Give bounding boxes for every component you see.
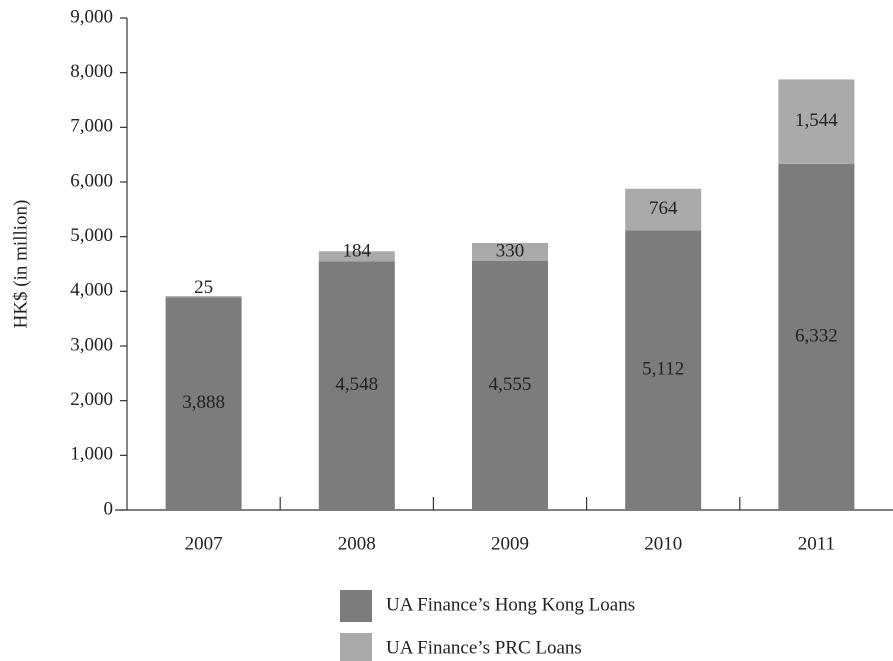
data-label: 25 xyxy=(194,277,213,298)
bar-segment xyxy=(318,261,395,510)
data-label: 764 xyxy=(649,198,678,219)
legend-swatch xyxy=(340,633,372,661)
data-label: 4,555 xyxy=(489,374,532,395)
bar-segment xyxy=(625,188,702,231)
y-tick-label: 6,000 xyxy=(70,170,113,191)
x-tick-label: 2009 xyxy=(491,533,529,554)
x-tick-label: 2010 xyxy=(644,533,682,554)
x-tick-label: 2007 xyxy=(185,533,223,554)
bar-segment xyxy=(778,163,855,511)
data-label: 330 xyxy=(496,240,525,261)
data-label: 3,888 xyxy=(182,392,225,413)
y-tick-label: 9,000 xyxy=(70,6,113,27)
x-tick-label: 2011 xyxy=(798,533,835,554)
bar-segment xyxy=(165,296,242,298)
data-label: 5,112 xyxy=(642,359,684,380)
y-tick-label: 5,000 xyxy=(70,225,113,246)
x-tick-label: 2008 xyxy=(338,533,376,554)
legend-label: UA Finance’s Hong Kong Loans xyxy=(386,594,635,615)
data-label: 1,544 xyxy=(795,110,838,131)
y-tick-label: 2,000 xyxy=(70,389,113,410)
bar-segment xyxy=(778,79,855,164)
y-tick-label: 8,000 xyxy=(70,61,113,82)
y-tick-label: 3,000 xyxy=(70,334,113,355)
y-tick-label: 0 xyxy=(104,498,114,519)
bar-segment xyxy=(472,260,548,510)
y-tick-label: 1,000 xyxy=(70,444,113,465)
bar-segment xyxy=(165,297,242,510)
y-tick-label: 7,000 xyxy=(70,116,113,137)
y-tick-label: 4,000 xyxy=(70,280,113,301)
y-axis-label: HK$ (in million) xyxy=(10,200,31,329)
data-label: 6,332 xyxy=(795,325,838,346)
bar-segment xyxy=(625,230,702,510)
legend-label: UA Finance’s PRC Loans xyxy=(386,637,582,658)
data-label: 184 xyxy=(343,241,372,262)
bar-segment xyxy=(318,251,395,262)
data-label: 4,548 xyxy=(335,374,378,395)
legend-swatch xyxy=(340,590,372,622)
bar-segment xyxy=(472,242,548,261)
